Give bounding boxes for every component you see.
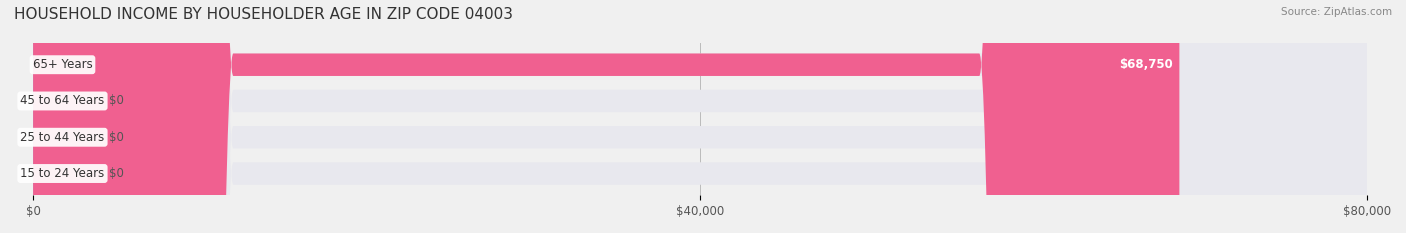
Text: Source: ZipAtlas.com: Source: ZipAtlas.com — [1281, 7, 1392, 17]
FancyBboxPatch shape — [10, 0, 117, 233]
Text: 15 to 24 Years: 15 to 24 Years — [20, 167, 104, 180]
Text: HOUSEHOLD INCOME BY HOUSEHOLDER AGE IN ZIP CODE 04003: HOUSEHOLD INCOME BY HOUSEHOLDER AGE IN Z… — [14, 7, 513, 22]
Text: $0: $0 — [110, 95, 124, 107]
FancyBboxPatch shape — [34, 0, 1367, 233]
Text: 65+ Years: 65+ Years — [32, 58, 93, 71]
FancyBboxPatch shape — [34, 0, 1367, 233]
Text: $0: $0 — [110, 131, 124, 144]
Text: 45 to 64 Years: 45 to 64 Years — [20, 95, 104, 107]
FancyBboxPatch shape — [34, 0, 1367, 233]
FancyBboxPatch shape — [34, 0, 1180, 233]
Text: $0: $0 — [110, 167, 124, 180]
Text: $68,750: $68,750 — [1119, 58, 1173, 71]
Text: 25 to 44 Years: 25 to 44 Years — [20, 131, 104, 144]
FancyBboxPatch shape — [10, 0, 117, 233]
FancyBboxPatch shape — [34, 0, 1367, 233]
FancyBboxPatch shape — [10, 0, 117, 233]
